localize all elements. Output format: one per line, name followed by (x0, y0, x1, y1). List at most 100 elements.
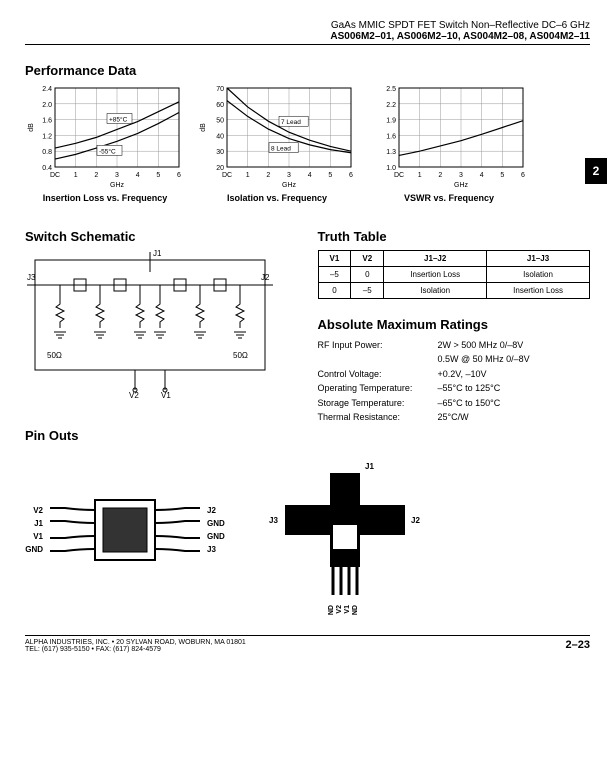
svg-text:1.3: 1.3 (386, 149, 396, 156)
svg-text:2: 2 (94, 172, 98, 179)
svg-text:J3: J3 (269, 516, 278, 525)
rating-row: RF Input Power:2W > 500 MHz 0/–8V (318, 338, 591, 352)
heading-truth-table: Truth Table (318, 229, 591, 244)
abs-max-ratings: RF Input Power:2W > 500 MHz 0/–8V0.5W @ … (318, 338, 591, 424)
svg-text:-55°C: -55°C (99, 147, 116, 155)
chart1-caption: Insertion Loss vs. Frequency (43, 193, 168, 203)
doc-title: GaAs MMIC SPDT FET Switch Non–Reflective… (25, 20, 590, 31)
svg-text:J3: J3 (27, 273, 36, 282)
svg-text:GND: GND (328, 605, 335, 615)
table-header: V1 (318, 251, 351, 267)
svg-text:0.4: 0.4 (42, 165, 52, 172)
svg-text:J3: J3 (207, 545, 216, 554)
svg-text:J1: J1 (365, 462, 374, 471)
svg-text:2.5: 2.5 (386, 86, 396, 93)
svg-text:J2: J2 (411, 516, 420, 525)
svg-text:8 Lead: 8 Lead (271, 146, 291, 153)
part-numbers: AS006M2–01, AS006M2–10, AS004M2–08, AS00… (25, 31, 590, 45)
heading-schematic: Switch Schematic (25, 229, 298, 244)
svg-text:1: 1 (74, 172, 78, 179)
chart-isolation: 203040506070DC123456GHzdB7 Lead8 Lead (197, 84, 357, 189)
svg-text:DC: DC (394, 172, 404, 179)
table-row: –50Insertion LossIsolation (318, 267, 590, 283)
svg-text:3: 3 (459, 172, 463, 179)
svg-text:50Ω: 50Ω (47, 351, 62, 360)
pinout-package-8lead: V2 J2 J1 GND V1 GND GND J3 (25, 480, 225, 590)
svg-text:V1: V1 (344, 605, 351, 614)
svg-text:1.6: 1.6 (42, 118, 52, 125)
svg-text:J2: J2 (207, 506, 216, 515)
pinout-package-cross: J1J3J2GNDV2V1GND (255, 455, 435, 615)
table-header: J1–J2 (384, 251, 487, 267)
svg-text:4: 4 (480, 172, 484, 179)
svg-text:30: 30 (216, 149, 224, 156)
rating-row: 0.5W @ 50 MHz 0/–8V (318, 352, 591, 366)
svg-text:1: 1 (246, 172, 250, 179)
truth-table: V1V2J1–J2J1–J3 –50Insertion LossIsolatio… (318, 250, 591, 299)
heading-performance: Performance Data (25, 63, 590, 78)
table-row: 0–5IsolationInsertion Loss (318, 283, 590, 299)
table-header: V2 (351, 251, 384, 267)
heading-pinouts: Pin Outs (25, 428, 298, 443)
svg-text:1.2: 1.2 (42, 133, 52, 140)
svg-text:70: 70 (216, 86, 224, 93)
svg-text:2: 2 (438, 172, 442, 179)
section-tab: 2 (585, 158, 607, 184)
svg-text:+85°C: +85°C (109, 115, 128, 123)
svg-text:60: 60 (216, 102, 224, 109)
svg-text:V2: V2 (33, 506, 43, 515)
svg-text:dB: dB (200, 123, 207, 132)
svg-text:GND: GND (207, 532, 225, 541)
svg-text:V2: V2 (336, 605, 343, 614)
svg-text:GHz: GHz (454, 182, 469, 189)
svg-text:DC: DC (50, 172, 60, 179)
svg-text:GND: GND (352, 605, 359, 615)
table-header: J1–J3 (487, 251, 590, 267)
page-number: 2–23 (566, 639, 590, 653)
svg-text:V1: V1 (33, 532, 43, 541)
rating-row: Operating Temperature:–55°C to 125°C (318, 381, 591, 395)
svg-text:0.8: 0.8 (42, 149, 52, 156)
svg-text:6: 6 (521, 172, 525, 179)
svg-text:2.2: 2.2 (386, 102, 396, 109)
svg-text:1: 1 (418, 172, 422, 179)
chart2-caption: Isolation vs. Frequency (227, 193, 327, 203)
svg-text:40: 40 (216, 133, 224, 140)
svg-text:50: 50 (216, 118, 224, 125)
rating-row: Thermal Resistance:25°C/W (318, 410, 591, 424)
svg-text:GND: GND (25, 545, 43, 554)
chart3-caption: VSWR vs. Frequency (404, 193, 494, 203)
svg-text:GHz: GHz (110, 182, 125, 189)
svg-text:4: 4 (308, 172, 312, 179)
svg-text:dB: dB (28, 123, 35, 132)
switch-schematic-diagram: J1J3J250Ω50ΩV2V1 (25, 250, 275, 400)
svg-text:DC: DC (222, 172, 232, 179)
svg-text:GHz: GHz (282, 182, 297, 189)
svg-text:2.0: 2.0 (42, 102, 52, 109)
svg-text:V1: V1 (161, 391, 171, 400)
svg-text:GND: GND (207, 519, 225, 528)
svg-text:J1: J1 (34, 519, 43, 528)
svg-text:7 Lead: 7 Lead (281, 119, 301, 126)
svg-text:6: 6 (177, 172, 181, 179)
svg-text:1.9: 1.9 (386, 118, 396, 125)
svg-text:5: 5 (328, 172, 332, 179)
svg-text:1.0: 1.0 (386, 165, 396, 172)
page-footer: ALPHA INDUSTRIES, INC. • 20 SYLVAN ROAD,… (25, 635, 590, 653)
svg-text:2.4: 2.4 (42, 86, 52, 93)
svg-text:5: 5 (500, 172, 504, 179)
svg-text:J2: J2 (261, 273, 270, 282)
svg-text:1.6: 1.6 (386, 133, 396, 140)
svg-text:20: 20 (216, 165, 224, 172)
svg-text:5: 5 (156, 172, 160, 179)
svg-text:3: 3 (287, 172, 291, 179)
svg-text:2: 2 (266, 172, 270, 179)
svg-text:3: 3 (115, 172, 119, 179)
charts-row: 0.4 0.8 1.2 1.6 2.0 2.4 DC 1 2 3 4 5 6 GHz dB +85°C -55°… (25, 84, 590, 203)
svg-text:J1: J1 (153, 250, 162, 258)
footer-tel: TEL: (617) 935-5150 • FAX: (617) 824-457… (25, 646, 246, 653)
svg-text:4: 4 (136, 172, 140, 179)
rating-row: Control Voltage:+0.2V, –10V (318, 367, 591, 381)
rating-row: Storage Temperature:–65°C to 150°C (318, 396, 591, 410)
chart-insertion-loss: 0.4 0.8 1.2 1.6 2.0 2.4 DC 1 2 3 4 5 6 GHz dB +85°C -55°… (25, 84, 185, 189)
